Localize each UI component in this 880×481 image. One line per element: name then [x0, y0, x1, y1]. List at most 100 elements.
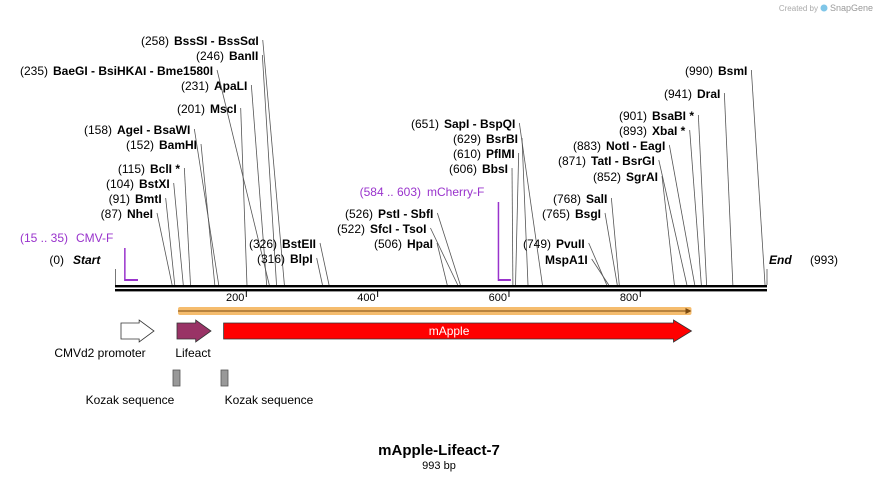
site-position: (651)	[411, 117, 439, 131]
site-leader-line	[689, 129, 702, 286]
feature-label: CMVd2 promoter	[54, 346, 145, 360]
site-position: (326)	[249, 237, 277, 251]
map-title: mApple-Lifeact-7	[378, 442, 500, 459]
site-name: BsaBI *	[652, 109, 694, 123]
site-name: SfcI - TsoI	[370, 222, 426, 236]
feature-mapple[interactable]	[223, 319, 693, 343]
restriction-site[interactable]: (901) BsaBI *	[619, 109, 707, 286]
restriction-site[interactable]: (316) BlpI	[257, 252, 323, 286]
tick-label: 600	[489, 292, 507, 304]
site-leader-line	[436, 242, 448, 286]
restriction-site[interactable]: (606) BbsI	[449, 162, 514, 286]
site-position: (152)	[126, 138, 154, 152]
site-name: BssSI - BssSαI	[174, 34, 259, 48]
restriction-site[interactable]: (246) BanII	[196, 49, 277, 286]
site-leader-line	[183, 167, 191, 286]
restriction-site[interactable]: (990) BsmI	[685, 64, 766, 286]
site-name: BstXI	[139, 177, 170, 191]
site-name: BstEII	[282, 237, 316, 251]
site-name: BamHI	[159, 138, 197, 152]
restriction-site[interactable]: (651) SapI - BspQI	[411, 117, 543, 286]
restriction-site[interactable]: (749) PvuII	[523, 237, 608, 286]
restriction-site[interactable]: (258) BssSI - BssSαI	[141, 34, 285, 286]
restriction-site[interactable]: (883) NotI - EagI	[573, 139, 696, 286]
site-name: BsgI	[575, 207, 601, 221]
site-position: (522)	[337, 222, 365, 236]
restriction-site[interactable]: (893) XbaI *	[619, 124, 702, 286]
feature-kozak-sequence[interactable]	[172, 369, 181, 387]
site-name: HpaI	[407, 237, 433, 251]
site-position: (765)	[542, 207, 570, 221]
site-position: (235)	[20, 64, 48, 78]
site-position: (201)	[177, 102, 205, 116]
site-name: MscI	[210, 102, 237, 116]
feature-kozak-sequence[interactable]	[220, 369, 229, 387]
site-position: (115)	[118, 162, 145, 176]
site-position: (158)	[84, 123, 112, 137]
restriction-site[interactable]: (871) TatI - BsrGI	[558, 154, 688, 286]
restriction-site[interactable]: (91) BmtI	[109, 192, 176, 286]
site-name: BmtI	[135, 192, 162, 206]
site-leader-line	[436, 212, 461, 286]
primer-mcherry-f[interactable]	[498, 279, 511, 281]
primer-position: (584 .. 603)	[360, 185, 421, 199]
restriction-site[interactable]: MspA1I	[545, 253, 610, 286]
site-leader-line	[604, 212, 618, 286]
site-name: BanII	[229, 49, 258, 63]
map-length: 993 bp	[422, 460, 456, 472]
restriction-site[interactable]: (326) BstEII	[249, 237, 330, 286]
site-name: DraI	[697, 87, 720, 101]
site-position: (606)	[449, 162, 477, 176]
site-leader-line	[518, 122, 543, 286]
site-leader-line	[658, 159, 688, 286]
restriction-site[interactable]: (526) PstI - SbfI	[345, 207, 461, 286]
backbone-bottom-strand	[115, 289, 767, 292]
site-position: (893)	[619, 124, 647, 138]
site-position: (901)	[619, 109, 647, 123]
restriction-site[interactable]: (629) BsrBI	[453, 132, 529, 286]
primer-cmv-f[interactable]	[124, 279, 138, 281]
feature-cmvd2-promoter[interactable]	[120, 319, 155, 343]
feature-lifeact[interactable]	[176, 319, 212, 343]
site-leader-line	[668, 144, 696, 286]
restriction-site[interactable]: (506) HpaI	[374, 237, 448, 286]
restriction-site[interactable]: (522) SfcI - TsoI	[337, 222, 459, 286]
site-position: (768)	[553, 192, 581, 206]
site-name: MspA1I	[545, 253, 588, 267]
site-name: BsmI	[718, 64, 747, 78]
restriction-site[interactable]: (104) BstXI	[106, 177, 184, 286]
restriction-site[interactable]: (231) ApaLI	[181, 79, 268, 286]
site-position: (246)	[196, 49, 224, 63]
primer-position: (15 .. 35)	[20, 231, 68, 245]
site-name: AgeI - BsaWI	[117, 123, 190, 137]
site-position: (91)	[109, 192, 130, 206]
site-name: SapI - BspQI	[444, 117, 515, 131]
site-leader-line	[262, 39, 285, 286]
restriction-site[interactable]: (158) AgeI - BsaWI	[84, 123, 220, 286]
site-position: (871)	[558, 154, 586, 168]
site-position: (883)	[573, 139, 601, 153]
site-position: (610)	[453, 147, 481, 161]
restriction-site[interactable]: (235) BaeGI - BsiHKAI - Bme1580I	[20, 64, 270, 286]
restriction-site[interactable]: (87) NheI	[101, 207, 173, 286]
primer-name: mCherry-F	[427, 185, 484, 199]
site-position: (749)	[523, 237, 551, 251]
restriction-site[interactable]: (768) SalI	[553, 192, 620, 286]
tick-label: 400	[357, 292, 375, 304]
site-name: XbaI *	[652, 124, 686, 138]
restriction-site[interactable]: (610) PflMI	[453, 147, 520, 286]
restriction-site[interactable]: (765) BsgI	[542, 207, 618, 286]
restriction-site[interactable]: (852) SgrAI	[593, 170, 675, 286]
site-position: (990)	[685, 64, 713, 78]
primer-name: CMV-F	[76, 231, 113, 245]
feature-label: Kozak sequence	[225, 393, 314, 407]
start-position: (0)	[49, 253, 64, 267]
credit-text: Created by	[779, 4, 818, 13]
restriction-site[interactable]: (201) MscI	[177, 102, 248, 286]
site-position: (506)	[374, 237, 402, 251]
restriction-site[interactable]: (115) BclI *	[118, 162, 191, 286]
site-position: (104)	[106, 177, 134, 191]
feature-label: Lifeact	[175, 346, 211, 360]
restriction-site[interactable]: (941) DraI	[664, 87, 734, 286]
